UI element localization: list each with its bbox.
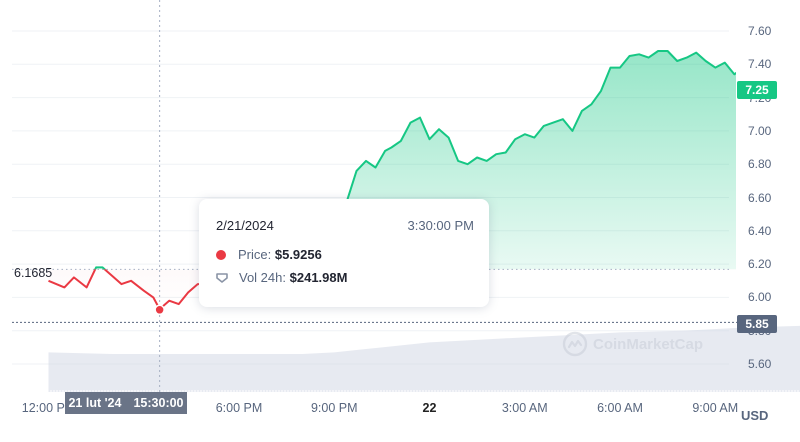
x-tick-label: 3:00 AM bbox=[502, 401, 548, 415]
volume-icon bbox=[216, 273, 228, 283]
watermark-text: CoinMarketCap bbox=[593, 336, 703, 353]
x-tick-label: 6:00 AM bbox=[597, 401, 643, 415]
y-tick-label: 6.80 bbox=[748, 157, 771, 171]
tooltip-date: 2/21/2024 bbox=[216, 218, 274, 233]
y-tick-label: 7.00 bbox=[748, 124, 771, 138]
crosshair-date: 21 lut '24 bbox=[68, 396, 121, 410]
y-tick-label: 6.00 bbox=[748, 290, 771, 304]
tooltip-price-row: Price: $5.9256 bbox=[216, 247, 322, 262]
y-tick-label: 7.40 bbox=[748, 57, 771, 71]
tooltip-volume-row: Vol 24h: $241.98M bbox=[216, 270, 347, 285]
tooltip-volume-label: Vol 24h: bbox=[239, 270, 286, 285]
tooltip-time: 3:30:00 PM bbox=[408, 218, 475, 233]
coinmarketcap-logo-icon bbox=[562, 331, 588, 357]
tooltip-price-label: Price: bbox=[238, 247, 271, 262]
crosshair-time: 15:30:00 bbox=[133, 396, 183, 410]
crosshair-time-label: 21 lut '24 15:30:00 bbox=[65, 392, 187, 414]
y-tick-label: 5.60 bbox=[748, 357, 771, 371]
x-tick-label: 22 bbox=[423, 401, 437, 415]
y-tick-label: 6.40 bbox=[748, 224, 771, 238]
tooltip-price-value: $5.9256 bbox=[275, 247, 322, 262]
watermark: CoinMarketCap bbox=[562, 331, 703, 357]
crosshair-layer bbox=[155, 0, 164, 392]
level-badge: 5.85 bbox=[737, 315, 777, 333]
price-tooltip: 2/21/2024 3:30:00 PM Price: $5.9256 Vol … bbox=[199, 199, 489, 307]
crosshair-point bbox=[155, 305, 164, 314]
reference-price-label: 6.1685 bbox=[14, 266, 52, 280]
x-tick-label: 9:00 AM bbox=[692, 401, 738, 415]
tooltip-volume-value: $241.98M bbox=[290, 270, 348, 285]
y-tick-label: 6.60 bbox=[748, 191, 771, 205]
x-tick-label: 6:00 PM bbox=[216, 401, 263, 415]
currency-label[interactable]: USD bbox=[741, 408, 768, 423]
y-tick-label: 6.20 bbox=[748, 257, 771, 271]
x-tick-label: 9:00 PM bbox=[311, 401, 358, 415]
price-dot-icon bbox=[216, 250, 226, 260]
current-price-badge: 7.25 bbox=[737, 81, 777, 99]
y-tick-label: 7.60 bbox=[748, 24, 771, 38]
